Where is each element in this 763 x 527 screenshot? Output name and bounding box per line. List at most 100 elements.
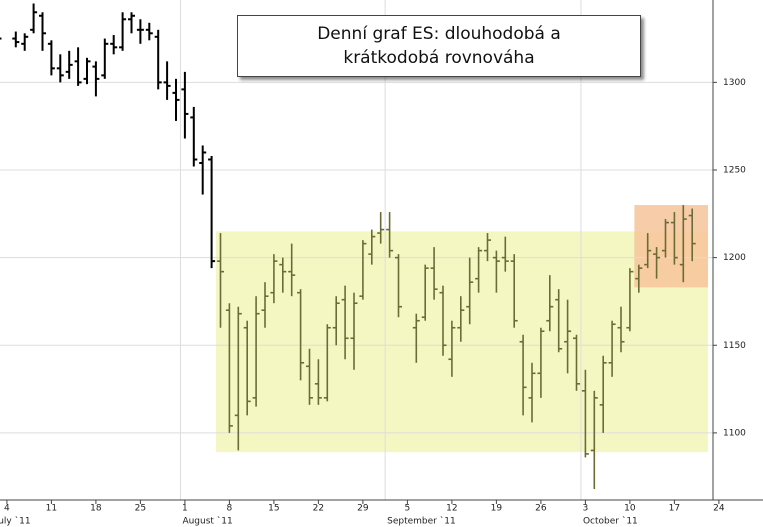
ohlc-bar [30,3,38,34]
ohlc-bar [341,285,349,360]
ohlc-bar [635,264,643,293]
ohlc-bar [599,355,607,433]
ohlc-bar [92,61,100,97]
x-tick-label: 12 [446,504,457,514]
ohlc-bar [56,54,64,83]
x-tick-label: 17 [669,504,680,514]
ohlc-bar [421,264,429,321]
ohlc-bar [39,12,46,51]
ohlc-bar [439,285,447,356]
ohlc-bar [475,247,483,293]
y-tick-label: 1200 [723,253,746,263]
ohlc-bar [234,306,242,451]
ohlc-bar [172,78,180,121]
x-tick-label: 24 [713,504,725,514]
ohlc-bar [145,22,153,41]
ohlc-bar [386,212,394,258]
ohlc-bar [581,369,589,458]
x-tick-label: 1 [182,504,188,514]
ohlc-bar [74,47,82,86]
ohlc-bar [359,240,367,300]
ohlc-bar [555,289,563,353]
ohlc-bar [279,257,287,293]
x-tick-label: 18 [90,504,102,514]
ohlc-bar [181,71,189,139]
ohlc-bar [83,57,91,85]
ohlc-bar [466,257,474,325]
x-tick-label: 3 [583,504,589,514]
x-tick-label: 15 [268,504,279,514]
x-tick-label: 19 [491,504,503,514]
ohlc-bar [537,327,545,398]
x-tick-label: 26 [535,504,547,514]
ohlc-bar [217,233,224,328]
x-tick-label: 25 [135,504,146,514]
y-tick-label: 1250 [723,166,746,176]
ohlc-bar [528,362,536,423]
ohlc-bar [154,29,162,90]
x-tick-label: 10 [624,504,636,514]
ohlc-bar [21,33,29,51]
ohlc-bar [136,19,144,44]
month-label: September `11 [387,516,456,527]
ohlc-bar [626,268,634,332]
ohlc-bar [110,35,118,55]
month-label: August `11 [182,516,232,527]
ohlc-bar [297,289,305,381]
ohlc-bar [617,306,625,353]
ohlc-bar [670,212,678,265]
chart-title: Denní graf ES: dlouhodobá a krátkodobá r… [237,15,641,77]
y-tick-label: 1300 [723,78,746,88]
x-tick-label: 11 [46,504,57,514]
ohlc-bar [190,106,198,167]
ohlc-bar [243,320,251,416]
ohlc-bar [679,205,687,283]
ohlc-bar [65,50,73,79]
ohlc-bar [546,275,554,332]
x-tick-label: 5 [405,504,411,514]
ohlc-bar [119,12,127,51]
ohlc-bar [492,250,500,293]
ohlc-bar [288,243,296,297]
x-tick-label: 8 [227,504,233,514]
ohlc-bar [377,212,385,244]
ohlc-bar [208,155,216,269]
ohlc-bar [199,145,207,195]
month-label: July `11 [0,516,31,527]
ohlc-bar [323,324,331,402]
ohlc-bar [350,292,358,370]
ohlc-bar [662,219,669,258]
ohlc-bar [590,390,598,489]
ohlc-bar [314,359,322,405]
ohlc-bar [653,247,661,279]
ohlc-bar [163,61,171,100]
ohlc-bar [501,236,509,272]
ohlc-bar [519,334,527,416]
ohlc-bar [261,282,269,328]
ohlc-bar [644,233,652,269]
ohlc-bar [101,38,109,79]
ohlc-bar [252,296,260,407]
ohlc-bar [395,254,402,318]
ohlc-bar [448,320,456,377]
ohlc-bar [332,296,340,346]
ohlc-bar [430,247,438,300]
ohlc-bar [368,229,376,265]
zone [216,231,709,453]
ohlc-bar [12,31,20,48]
y-tick-label: 1150 [723,341,746,351]
ohlc-bar [270,254,278,304]
x-tick-label: 29 [357,504,369,514]
ohlc-bar [608,320,616,377]
y-tick-label: 1100 [723,428,746,438]
x-tick-label: 4 [4,504,10,514]
ohlc-bar [573,334,580,391]
ohlc-bar [128,12,135,34]
month-label: October `11 [583,516,638,527]
ohlc-bar [412,313,420,363]
ohlc-bar [510,254,518,328]
ohlc-bar [564,299,572,374]
ohlc-bar [47,40,55,76]
